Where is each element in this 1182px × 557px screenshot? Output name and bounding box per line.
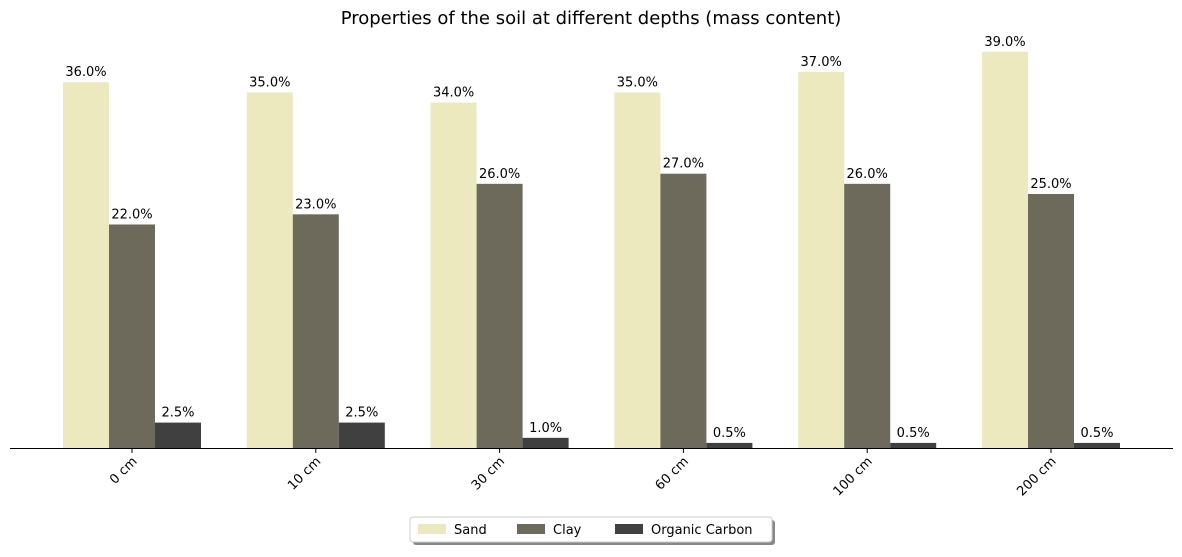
value-label: 27.0%: [663, 157, 704, 172]
bar-sand-2: [430, 102, 477, 448]
value-label: 34.0%: [433, 86, 474, 101]
bars-layer: [63, 51, 1120, 449]
bar-sand-5: [982, 51, 1028, 448]
value-label: 26.0%: [847, 167, 888, 182]
value-label: 1.0%: [529, 421, 562, 436]
x-tick-label: 100 cm: [831, 454, 876, 499]
value-label: 22.0%: [111, 207, 152, 222]
value-label: 35.0%: [249, 75, 290, 90]
value-label: 0.5%: [713, 426, 746, 441]
x-tick-label: 200 cm: [1014, 454, 1059, 499]
bar-organic-carbon-1: [338, 422, 385, 448]
bar-sand-0: [63, 82, 109, 449]
value-label: 39.0%: [984, 35, 1025, 50]
value-label: 23.0%: [295, 197, 336, 212]
bar-clay-2: [476, 183, 523, 448]
legend-label: Clay: [553, 523, 582, 538]
legend: Sand Clay Organic Carbon: [409, 516, 775, 545]
bar-sand-1: [246, 92, 293, 449]
value-label: 35.0%: [617, 75, 658, 90]
bar-clay-3: [660, 173, 707, 448]
bar-organic-carbon-5: [1074, 442, 1120, 448]
bar-clay-4: [844, 183, 891, 448]
bar-clay-5: [1028, 194, 1074, 448]
x-tick-label: 60 cm: [653, 454, 692, 493]
value-label: 26.0%: [479, 167, 520, 182]
legend-swatch-organic-carbon: [615, 524, 643, 534]
legend-swatch-sand: [418, 524, 446, 534]
x-tick-label: 10 cm: [285, 454, 324, 493]
value-label: 0.5%: [897, 426, 930, 441]
bar-sand-3: [614, 92, 661, 449]
value-label: 36.0%: [65, 65, 106, 80]
legend-box: [409, 516, 773, 543]
x-tick-label: 30 cm: [469, 454, 508, 493]
value-label: 2.5%: [345, 406, 378, 421]
bar-clay-0: [109, 224, 155, 448]
legend-swatch-clay: [517, 524, 545, 534]
x-ticks-layer: 0 cm 10 cm 30 cm 60 cm 100 cm 200 cm: [107, 448, 1059, 499]
bar-organic-carbon-3: [706, 442, 753, 448]
x-tick-label: 0 cm: [107, 454, 140, 487]
chart-title: Properties of the soil at different dept…: [341, 8, 842, 29]
legend-label: Organic Carbon: [651, 523, 753, 538]
bar-organic-carbon-0: [155, 422, 201, 448]
value-labels-layer: 36.0% 22.0% 2.5% 35.0% 23.0% 2.5% 34.0% 26.0% 1.…: [65, 35, 1113, 441]
bar-organic-carbon-2: [522, 437, 569, 448]
value-label: 25.0%: [1030, 177, 1071, 192]
value-label: 0.5%: [1080, 426, 1113, 441]
bar-sand-4: [798, 72, 845, 448]
bar-organic-carbon-4: [890, 442, 937, 448]
bar-clay-1: [292, 214, 339, 448]
value-label: 37.0%: [801, 55, 842, 70]
value-label: 2.5%: [161, 406, 194, 421]
legend-label: Sand: [454, 523, 487, 538]
